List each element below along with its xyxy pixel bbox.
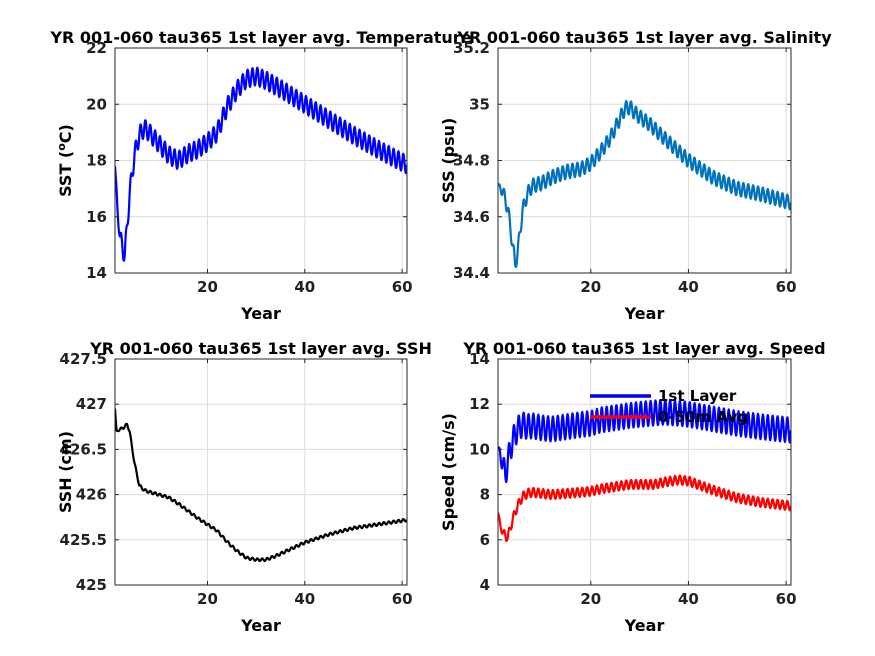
y-tick-label: 4	[480, 576, 490, 594]
subplot-4: 20 40 60 4 6 8 10 12 14 Year Speed (cm/s) YR 001-06…	[439, 339, 826, 635]
axes-frame	[497, 358, 792, 586]
y-tick-label: 22	[86, 39, 107, 57]
x-axis-label: Year	[240, 304, 281, 323]
x-tick-label: 60	[776, 278, 797, 296]
y-axis-label: SSS (psu)	[439, 118, 458, 204]
y-tick-label: 34.4	[453, 264, 490, 282]
y-axis-label: SST (oC)	[55, 124, 75, 197]
subplot-1: 20 40 60 14 16 18 20 22 Year SST (oC) YR 001-060 t…	[49, 28, 471, 323]
subplot-3: 20 40 60 425 425.5 426 426.5 427 427.5 Year SSH (c…	[56, 339, 432, 635]
legend-label-2: 0-50m Avg	[658, 408, 748, 426]
y-tick-label: 426	[76, 486, 107, 504]
y-tick-label: 426.5	[60, 440, 107, 458]
subplot-title: YR 001-060 tau365 1st layer avg. Speed	[462, 339, 825, 358]
y-tick-label: 16	[86, 208, 107, 226]
legend-label-1: 1st Layer	[658, 387, 737, 405]
y-tick-label: 34.8	[453, 152, 490, 170]
axes-frame	[114, 358, 408, 586]
y-tick-label: 427.5	[60, 350, 107, 368]
y-tick-label: 20	[86, 95, 107, 113]
y-tick-label: 427	[76, 395, 107, 413]
x-tick-label: 60	[776, 590, 797, 608]
x-axis-label: Year	[624, 616, 665, 635]
y-tick-label: 6	[480, 531, 490, 549]
x-tick-label: 60	[392, 278, 413, 296]
x-tick-label: 20	[197, 278, 218, 296]
y-tick-label: 14	[469, 350, 490, 368]
y-tick-label: 35.2	[453, 39, 490, 57]
x-tick-label: 20	[580, 278, 601, 296]
y-tick-label: 12	[469, 395, 490, 413]
y-tick-label: 8	[480, 486, 490, 504]
x-axis-label: Year	[624, 304, 665, 323]
series-line-2	[498, 474, 791, 543]
y-axis-label: SSH (cm)	[56, 431, 75, 513]
x-tick-label: 40	[294, 590, 315, 608]
y-tick-label: 10	[469, 440, 490, 458]
x-axis-label: Year	[240, 616, 281, 635]
legend: 1st Layer 0-50m Avg	[590, 387, 748, 426]
subplot-title: YR 001-060 tau365 1st layer avg. Salinit…	[456, 28, 832, 47]
y-axis-label: Speed (cm/s)	[439, 413, 458, 531]
y-tick-label: 425.5	[60, 531, 107, 549]
x-tick-label: 60	[392, 590, 413, 608]
y-tick-label: 425	[76, 576, 107, 594]
x-tick-label: 20	[580, 590, 601, 608]
x-tick-label: 40	[294, 278, 315, 296]
y-tick-label: 35	[469, 95, 490, 113]
series-line-1	[498, 398, 791, 484]
series-line-1	[498, 99, 791, 268]
x-tick-label: 20	[197, 590, 218, 608]
y-tick-label: 18	[86, 152, 107, 170]
subplot-title: YR 001-060 tau365 1st layer avg. Tempera…	[49, 28, 471, 47]
series-line-1	[115, 408, 407, 563]
y-tick-label: 14	[86, 264, 107, 282]
series-line-1	[115, 66, 407, 262]
axes-background	[498, 359, 791, 585]
x-tick-label: 40	[678, 278, 699, 296]
subplot-2: 20 40 60 34.4 34.6 34.8 35 35.2 Year SSS (psu) YR …	[439, 28, 832, 323]
x-tick-label: 40	[678, 590, 699, 608]
axes-background	[115, 359, 407, 585]
subplot-title: YR 001-060 tau365 1st layer avg. SSH	[89, 339, 432, 358]
y-tick-label: 34.6	[453, 208, 490, 226]
